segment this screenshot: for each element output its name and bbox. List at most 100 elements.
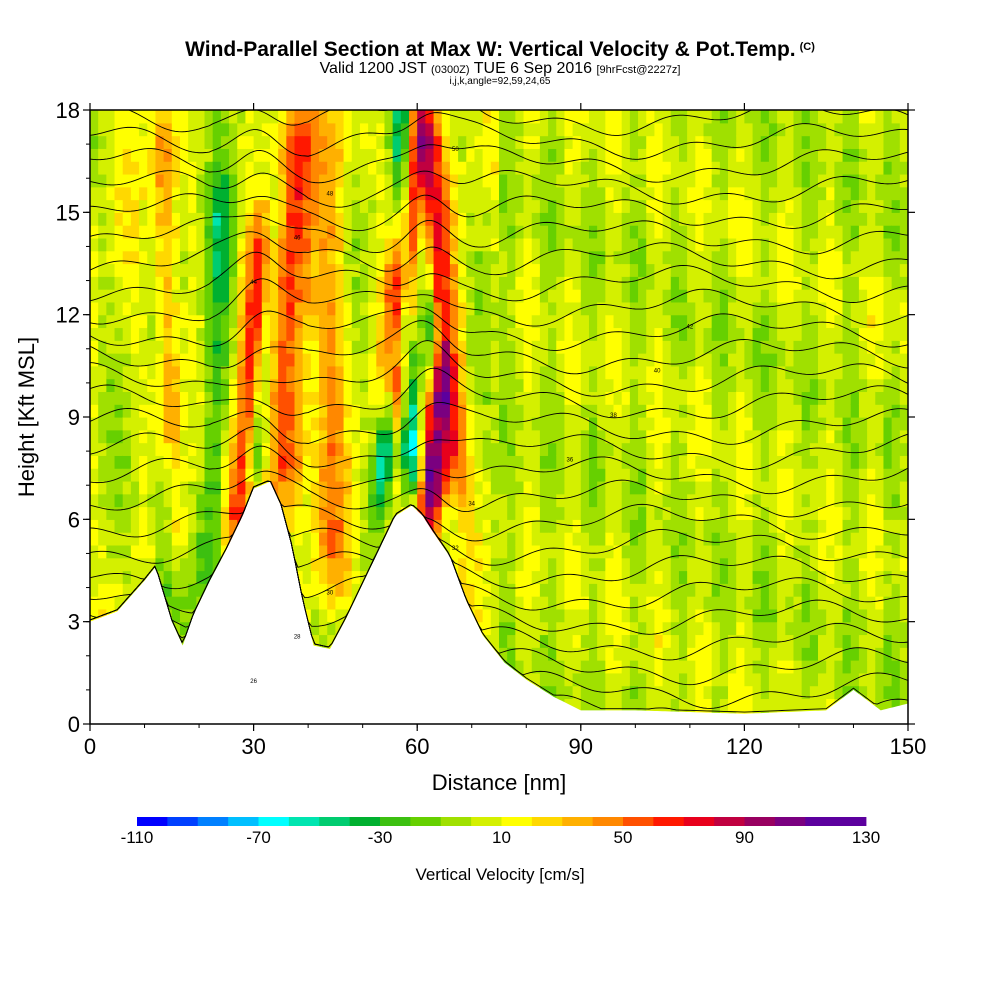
velocity-cell bbox=[294, 365, 304, 380]
velocity-cell bbox=[417, 289, 426, 303]
velocity-cell bbox=[351, 365, 361, 380]
velocity-cell bbox=[294, 135, 304, 149]
velocity-cell bbox=[621, 480, 631, 495]
velocity-cell bbox=[147, 212, 157, 226]
velocity-cell bbox=[760, 365, 770, 380]
velocity-cell bbox=[777, 634, 786, 648]
velocity-cell bbox=[188, 161, 197, 175]
velocity-cell bbox=[834, 634, 844, 648]
velocity-cell bbox=[359, 173, 369, 188]
velocity-cell bbox=[711, 672, 721, 687]
velocity-cell bbox=[899, 621, 908, 636]
velocity-cell bbox=[539, 660, 549, 674]
velocity-cell bbox=[294, 557, 304, 572]
velocity-cell bbox=[253, 110, 263, 124]
velocity-cell bbox=[425, 173, 435, 188]
velocity-cell bbox=[449, 212, 459, 226]
velocity-cell bbox=[793, 506, 803, 520]
velocity-cell bbox=[335, 110, 345, 124]
theta-contour-line bbox=[90, 320, 908, 375]
velocity-cell bbox=[409, 263, 418, 277]
velocity-cell bbox=[572, 417, 582, 431]
velocity-cell bbox=[785, 544, 795, 559]
velocity-cell bbox=[343, 493, 353, 508]
velocity-cell bbox=[695, 148, 705, 162]
velocity-cell bbox=[466, 532, 476, 546]
velocity-cell bbox=[883, 698, 893, 712]
velocity-cell bbox=[621, 161, 631, 175]
velocity-cell bbox=[728, 110, 737, 124]
velocity-cell bbox=[237, 365, 247, 380]
velocity-cell bbox=[801, 608, 811, 623]
velocity-cell bbox=[130, 544, 140, 559]
velocity-cell bbox=[229, 250, 238, 265]
velocity-cell bbox=[875, 314, 885, 329]
velocity-cell bbox=[760, 596, 770, 610]
velocity-cell bbox=[629, 570, 639, 584]
velocity-cell bbox=[752, 225, 762, 239]
theta-contour-line bbox=[90, 215, 908, 255]
velocity-cell bbox=[703, 250, 713, 265]
velocity-cell bbox=[499, 148, 508, 162]
velocity-cell bbox=[466, 289, 476, 303]
velocity-cell bbox=[523, 353, 533, 367]
title-text: Wind-Parallel Section at Max W: Vertical… bbox=[185, 38, 796, 61]
velocity-cell bbox=[269, 122, 279, 137]
velocity-cell bbox=[695, 596, 705, 610]
velocity-cell bbox=[858, 570, 868, 584]
velocity-cell bbox=[376, 199, 386, 213]
velocity-cell bbox=[384, 276, 394, 290]
velocity-cell bbox=[867, 327, 876, 341]
velocity-cell bbox=[139, 135, 148, 149]
velocity-cell bbox=[654, 365, 664, 380]
velocity-cell bbox=[179, 289, 189, 303]
velocity-cell bbox=[458, 237, 467, 252]
velocity-cell bbox=[801, 378, 811, 393]
velocity-cell bbox=[711, 532, 721, 546]
velocity-cell bbox=[793, 135, 803, 149]
velocity-cell bbox=[327, 122, 336, 137]
velocity-cell bbox=[605, 199, 615, 213]
velocity-cell bbox=[736, 276, 745, 290]
velocity-cell bbox=[883, 301, 893, 316]
velocity-cell bbox=[335, 250, 345, 265]
velocity-cell bbox=[629, 173, 639, 188]
velocity-cell bbox=[343, 378, 353, 393]
velocity-cell bbox=[343, 237, 353, 252]
velocity-cell bbox=[343, 161, 353, 175]
velocity-cell bbox=[744, 276, 754, 290]
velocity-cell bbox=[818, 340, 827, 354]
velocity-cell bbox=[188, 378, 197, 393]
velocity-cell bbox=[809, 289, 819, 303]
velocity-cell bbox=[515, 263, 525, 277]
velocity-cell bbox=[499, 596, 508, 610]
velocity-cell bbox=[449, 404, 459, 418]
velocity-cell bbox=[507, 647, 516, 661]
velocity-cell bbox=[466, 429, 476, 444]
velocity-cell bbox=[646, 493, 656, 508]
velocity-cell bbox=[425, 391, 435, 405]
velocity-cell bbox=[139, 289, 148, 303]
velocity-cell bbox=[269, 442, 279, 456]
velocity-cell bbox=[163, 340, 173, 354]
velocity-cell bbox=[621, 148, 631, 162]
velocity-cell bbox=[760, 340, 770, 354]
velocity-cell bbox=[286, 480, 296, 495]
velocity-cell bbox=[842, 353, 852, 367]
velocity-cell bbox=[376, 289, 386, 303]
velocity-cell bbox=[523, 519, 533, 533]
velocity-cell bbox=[818, 276, 827, 290]
velocity-cell bbox=[654, 148, 664, 162]
velocity-cell bbox=[760, 468, 770, 482]
velocity-cell bbox=[163, 532, 173, 546]
velocity-cell bbox=[703, 327, 713, 341]
velocity-cell bbox=[98, 237, 107, 252]
velocity-cell bbox=[760, 583, 770, 597]
velocity-cell bbox=[171, 186, 181, 201]
velocity-cell bbox=[441, 378, 451, 393]
velocity-cell bbox=[662, 570, 672, 584]
velocity-cell bbox=[90, 301, 99, 316]
velocity-cell bbox=[646, 186, 656, 201]
velocity-cell bbox=[883, 634, 893, 648]
velocity-cell bbox=[867, 660, 876, 674]
